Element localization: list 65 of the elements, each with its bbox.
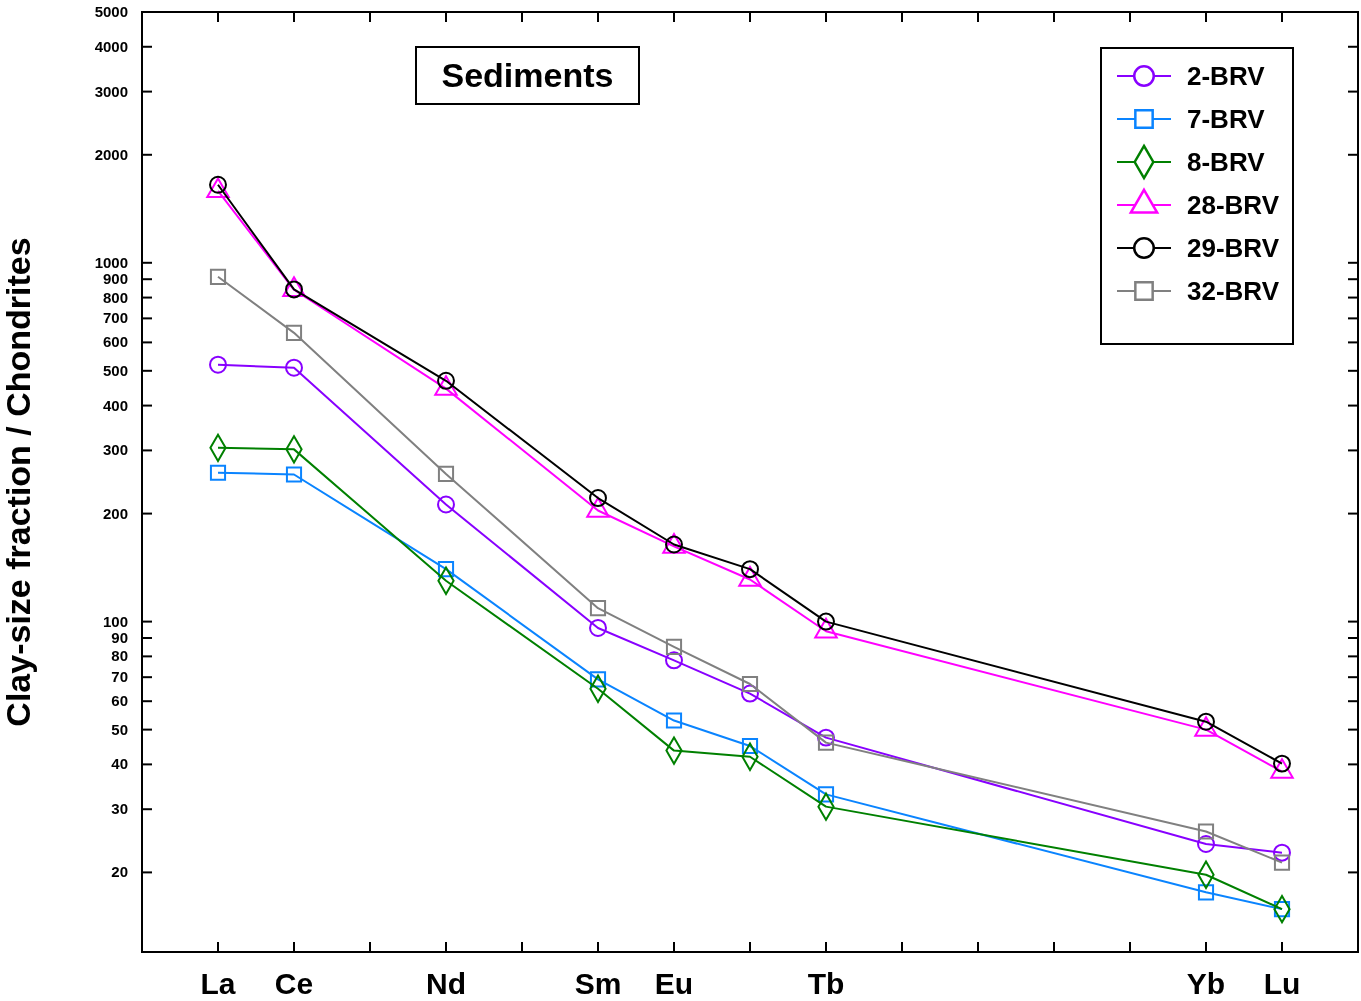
point [817,728,835,747]
x-tick-label: Lu [1263,967,1301,1000]
point [589,671,607,688]
y-tick-label: 600 [102,333,128,351]
legend-label: 8-BRV [1187,147,1266,177]
point [1273,843,1291,862]
point [817,786,835,803]
point [1197,835,1215,853]
y-tick-label: 100 [102,612,128,630]
y-tick-label: 300 [102,441,128,459]
point [741,737,759,755]
point [1273,901,1291,918]
point [589,619,607,637]
point [285,324,303,341]
y-tick-label: 30 [111,800,128,818]
y-tick-label: 800 [102,288,128,306]
x-tick-label: Nd [426,967,466,1000]
y-axis-title: Clay-size fraction / Chondrites [0,237,37,727]
x-tick-label: Ce [274,967,314,1000]
y-tick-label: 40 [111,755,128,773]
point [589,600,607,617]
y-tick-label: 700 [102,309,128,327]
x-tick-label: Eu [654,967,694,1000]
point [1197,823,1215,840]
point [209,464,227,481]
point [209,355,227,374]
point [817,734,835,751]
legend-label: 7-BRV [1187,104,1266,134]
text: Sediments [441,56,614,94]
y-tick-label: 50 [111,720,128,738]
y-tick-label: 90 [111,629,128,647]
x-tick-label: Sm [574,967,622,1000]
y-tick-label: 70 [111,668,128,686]
point [741,675,759,693]
y-tick-label: 400 [102,396,128,414]
y-tick-label: 500 [102,361,128,379]
legend-label: 2-BRV [1187,61,1266,91]
point [437,495,455,514]
point [285,358,303,377]
y-tick-label: 20 [111,863,128,881]
y-tick-label: 4000 [94,37,128,55]
y-tick-label: 60 [111,692,128,710]
point [665,651,683,670]
x-tick-label: Yb [1186,967,1226,1000]
y-tick-label: 80 [111,647,128,665]
point [1273,854,1291,871]
x-tick-label: La [200,967,236,1000]
y-tick-label: 900 [102,270,128,288]
point [285,466,303,483]
y-tick-label: 3000 [94,82,128,100]
x-tick-label: Tb [807,967,845,1000]
y-tick-label: 2000 [94,145,128,163]
point [1197,884,1215,901]
point [665,638,683,655]
point [437,465,455,482]
y-tick-label: 200 [102,504,128,522]
point [209,268,227,285]
legend-label: 29-BRV [1187,233,1280,263]
point [741,684,759,703]
y-tick-label: 5000 [94,3,128,20]
point [665,712,683,729]
y-tick-label: 1000 [94,253,128,271]
point [437,561,455,578]
legend-label: 32-BRV [1187,276,1280,306]
legend-label: 28-BRV [1187,190,1280,220]
